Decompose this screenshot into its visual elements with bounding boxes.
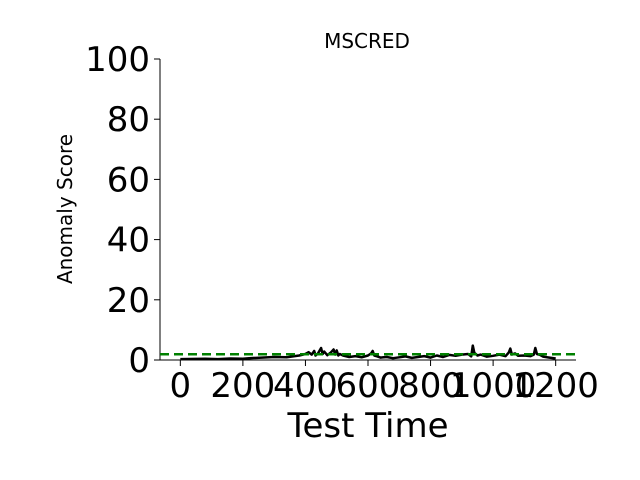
y-tick-label: 20: [107, 281, 150, 321]
y-tick-label: 80: [107, 100, 150, 140]
y-axis-label: Anomaly Score: [53, 134, 77, 284]
x-tick-label: 600: [336, 366, 401, 406]
y-axis: 0 20 40 60 80 100: [85, 40, 161, 381]
x-tick-label: 0: [170, 366, 192, 406]
chart-title: MSCRED: [324, 29, 410, 53]
x-tick-label: 800: [398, 366, 463, 406]
x-tick-label: 1200: [512, 366, 599, 406]
x-tick-label: 200: [210, 366, 275, 406]
x-tick-label: 400: [273, 366, 338, 406]
plot-area: [160, 344, 576, 361]
y-tick-label: 40: [107, 221, 150, 261]
x-axis-label: Test Time: [287, 406, 449, 446]
x-tick-label: 1000: [450, 366, 537, 406]
y-tick-label: 0: [128, 341, 150, 381]
anomaly-score-line: [180, 344, 556, 361]
y-tick-label: 100: [85, 40, 150, 80]
y-tick-label: 60: [107, 160, 150, 200]
